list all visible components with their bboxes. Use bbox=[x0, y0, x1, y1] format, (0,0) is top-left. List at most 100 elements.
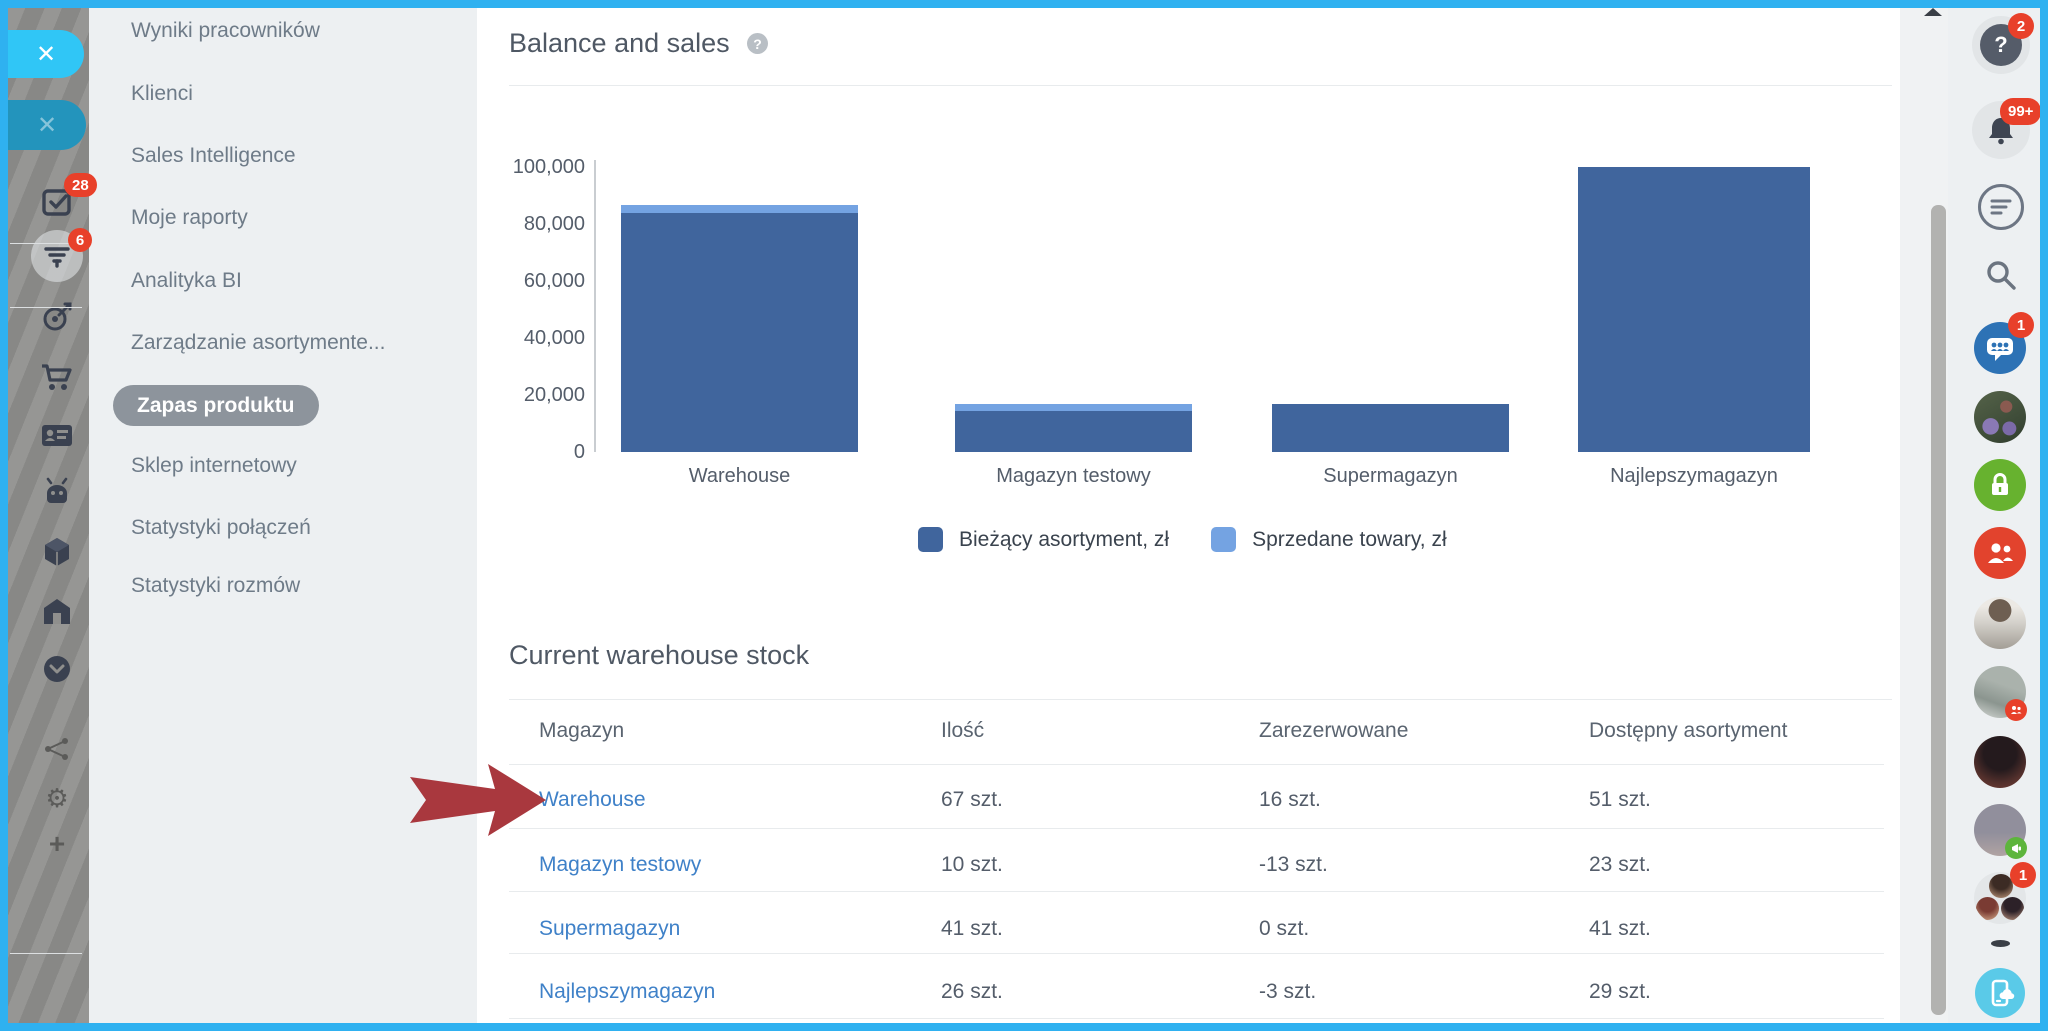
invite-users-button[interactable] bbox=[1974, 527, 2026, 579]
row-divider bbox=[509, 891, 1884, 892]
close-menu-button[interactable]: ✕ bbox=[8, 30, 84, 78]
sidebar-item-zarzadzanie-asortymentem[interactable]: Zarządzanie asortymente... bbox=[131, 331, 386, 354]
legend-swatch bbox=[1211, 527, 1237, 552]
add-plus-icon[interactable]: + bbox=[48, 828, 66, 859]
y-axis-tick: 80,000 bbox=[523, 213, 585, 235]
col-header-dostepny: Dostępny asortyment bbox=[1589, 719, 1788, 742]
bar-segment-current-assortment[interactable] bbox=[1578, 167, 1810, 452]
crm-funnel-icon[interactable] bbox=[40, 239, 74, 273]
scrollbar-thumb[interactable] bbox=[1931, 205, 1946, 1015]
bar-segment-current-assortment[interactable] bbox=[955, 411, 1192, 452]
available-cell: 29 szt. bbox=[1589, 980, 1651, 1003]
annotation-arrow bbox=[410, 764, 546, 836]
bar-segment-sold-goods[interactable] bbox=[955, 404, 1192, 411]
row-divider bbox=[509, 953, 1884, 954]
bar-segment-current-assortment[interactable] bbox=[621, 213, 858, 452]
col-header-ilosc: Ilość bbox=[941, 719, 985, 742]
group-chat-icon bbox=[1987, 338, 2013, 361]
chart-legend: Bieżący asortyment, zł Sprzedane towary, … bbox=[918, 527, 1447, 552]
avatar[interactable] bbox=[1974, 597, 2026, 649]
legend-item[interactable]: Sprzedane towary, zł bbox=[1211, 527, 1447, 552]
phone-cloud-icon bbox=[1991, 979, 2015, 1007]
window-border bbox=[0, 0, 8, 1031]
toolbar-divider bbox=[10, 307, 82, 308]
legend-item[interactable]: Bieżący asortyment, zł bbox=[918, 527, 1169, 552]
more-chevron-icon[interactable] bbox=[40, 652, 74, 686]
section-divider bbox=[509, 85, 1892, 86]
contacts-card-icon[interactable] bbox=[40, 418, 74, 452]
supermagazyn-link[interactable]: Supermagazyn bbox=[539, 917, 681, 940]
sidebar-menu: Wyniki pracowników Klienci Sales Intelli… bbox=[89, 8, 477, 1023]
help-badge: 2 bbox=[2008, 13, 2034, 39]
feed-button[interactable] bbox=[1978, 184, 2024, 230]
qty-cell: 67 szt. bbox=[941, 788, 1003, 811]
y-axis-tick: 40,000 bbox=[523, 327, 585, 349]
avatar[interactable] bbox=[1974, 736, 2026, 788]
chat-lines-icon bbox=[1990, 199, 2012, 215]
warehouse-link[interactable]: Warehouse bbox=[539, 788, 646, 811]
sidebar-item-sklep-internetowy[interactable]: Sklep internetowy bbox=[131, 454, 297, 477]
row-divider bbox=[509, 764, 1884, 765]
collapsed-avatar-indicator[interactable] bbox=[1991, 940, 2010, 947]
search-icon bbox=[1987, 261, 2016, 290]
crm-badge: 6 bbox=[68, 228, 92, 252]
section-divider bbox=[509, 699, 1892, 700]
bar-segment-current-assortment[interactable] bbox=[1272, 404, 1509, 452]
sidebar-item-moje-raporty[interactable]: Moje raporty bbox=[131, 206, 248, 229]
reserved-cell: 16 szt. bbox=[1259, 788, 1321, 811]
left-icon-rail: ✕ ✕ 28 6 bbox=[8, 8, 97, 1023]
bot-icon[interactable] bbox=[40, 477, 74, 511]
search-button[interactable] bbox=[1978, 252, 2024, 298]
scroll-up-arrow-icon[interactable] bbox=[1924, 8, 1942, 16]
sidebar-item-wyniki-pracownikow[interactable]: Wyniki pracowników bbox=[131, 19, 320, 42]
toolbar-divider bbox=[10, 243, 82, 244]
mini-people-badge bbox=[2005, 699, 2027, 721]
window-border bbox=[0, 0, 2048, 8]
toolbar-divider bbox=[10, 953, 82, 954]
y-axis-tick: 60,000 bbox=[523, 270, 585, 292]
col-header-magazyn: Magazyn bbox=[539, 719, 625, 742]
tasks-icon[interactable] bbox=[40, 185, 74, 219]
bar-segment-sold-goods[interactable] bbox=[621, 205, 858, 213]
marketing-target-icon[interactable] bbox=[40, 300, 74, 334]
y-axis-line bbox=[594, 160, 596, 452]
sitemap-icon[interactable] bbox=[43, 735, 71, 763]
category-label: Warehouse bbox=[688, 465, 791, 487]
scrollbar-track[interactable] bbox=[1900, 8, 1948, 1023]
window-border bbox=[0, 1023, 2048, 1031]
store-icon[interactable] bbox=[40, 595, 74, 629]
available-cell: 41 szt. bbox=[1589, 917, 1651, 940]
avatar[interactable] bbox=[1974, 391, 2026, 443]
najlepszymagazyn-link[interactable]: Najlepszymagazyn bbox=[539, 980, 716, 1003]
sidebar-item-sales-intelligence[interactable]: Sales Intelligence bbox=[131, 144, 296, 167]
settings-gear-icon[interactable]: ⚙ bbox=[45, 783, 69, 813]
mobile-app-button[interactable] bbox=[1975, 968, 2025, 1018]
notifications-badge: 99+ bbox=[2000, 98, 2042, 125]
y-axis-tick: 20,000 bbox=[523, 384, 585, 406]
balance-section-title: Balance and sales bbox=[509, 28, 730, 58]
sidebar-item-klienci[interactable]: Klienci bbox=[131, 82, 193, 105]
sidebar-item-analityka-bi[interactable]: Analityka BI bbox=[131, 269, 242, 292]
reserved-cell: 0 szt. bbox=[1259, 917, 1310, 940]
help-icon[interactable]: ? bbox=[747, 33, 768, 54]
reserved-cell: -13 szt. bbox=[1259, 853, 1328, 876]
sidebar-item-zapas-produktu[interactable]: Zapas produktu bbox=[113, 385, 319, 426]
legend-label: Bieżący asortyment, zł bbox=[959, 527, 1170, 551]
sidebar-item-statystyki-polaczen[interactable]: Statystyki połączeń bbox=[131, 516, 311, 539]
category-label: Najlepszymagazyn bbox=[1610, 465, 1778, 487]
magazyn-testowy-link[interactable]: Magazyn testowy bbox=[539, 853, 702, 876]
col-header-zarezerwowane: Zarezerwowane bbox=[1259, 719, 1409, 742]
sidebar-item-statystyki-rozmow[interactable]: Statystyki rozmów bbox=[131, 574, 301, 597]
category-label: Supermagazyn bbox=[1323, 465, 1458, 487]
product-cube-icon[interactable] bbox=[40, 535, 74, 569]
legend-label: Sprzedane towary, zł bbox=[1252, 527, 1447, 551]
messenger-button[interactable] bbox=[1974, 322, 2026, 374]
window-border bbox=[2040, 0, 2048, 1031]
sales-cart-icon[interactable] bbox=[40, 360, 74, 394]
close-icon: ✕ bbox=[35, 40, 57, 68]
close-secondary-button[interactable]: ✕ bbox=[8, 100, 86, 150]
category-label: Magazyn testowy bbox=[996, 465, 1151, 487]
qty-cell: 26 szt. bbox=[941, 980, 1003, 1003]
security-button[interactable] bbox=[1974, 459, 2026, 511]
